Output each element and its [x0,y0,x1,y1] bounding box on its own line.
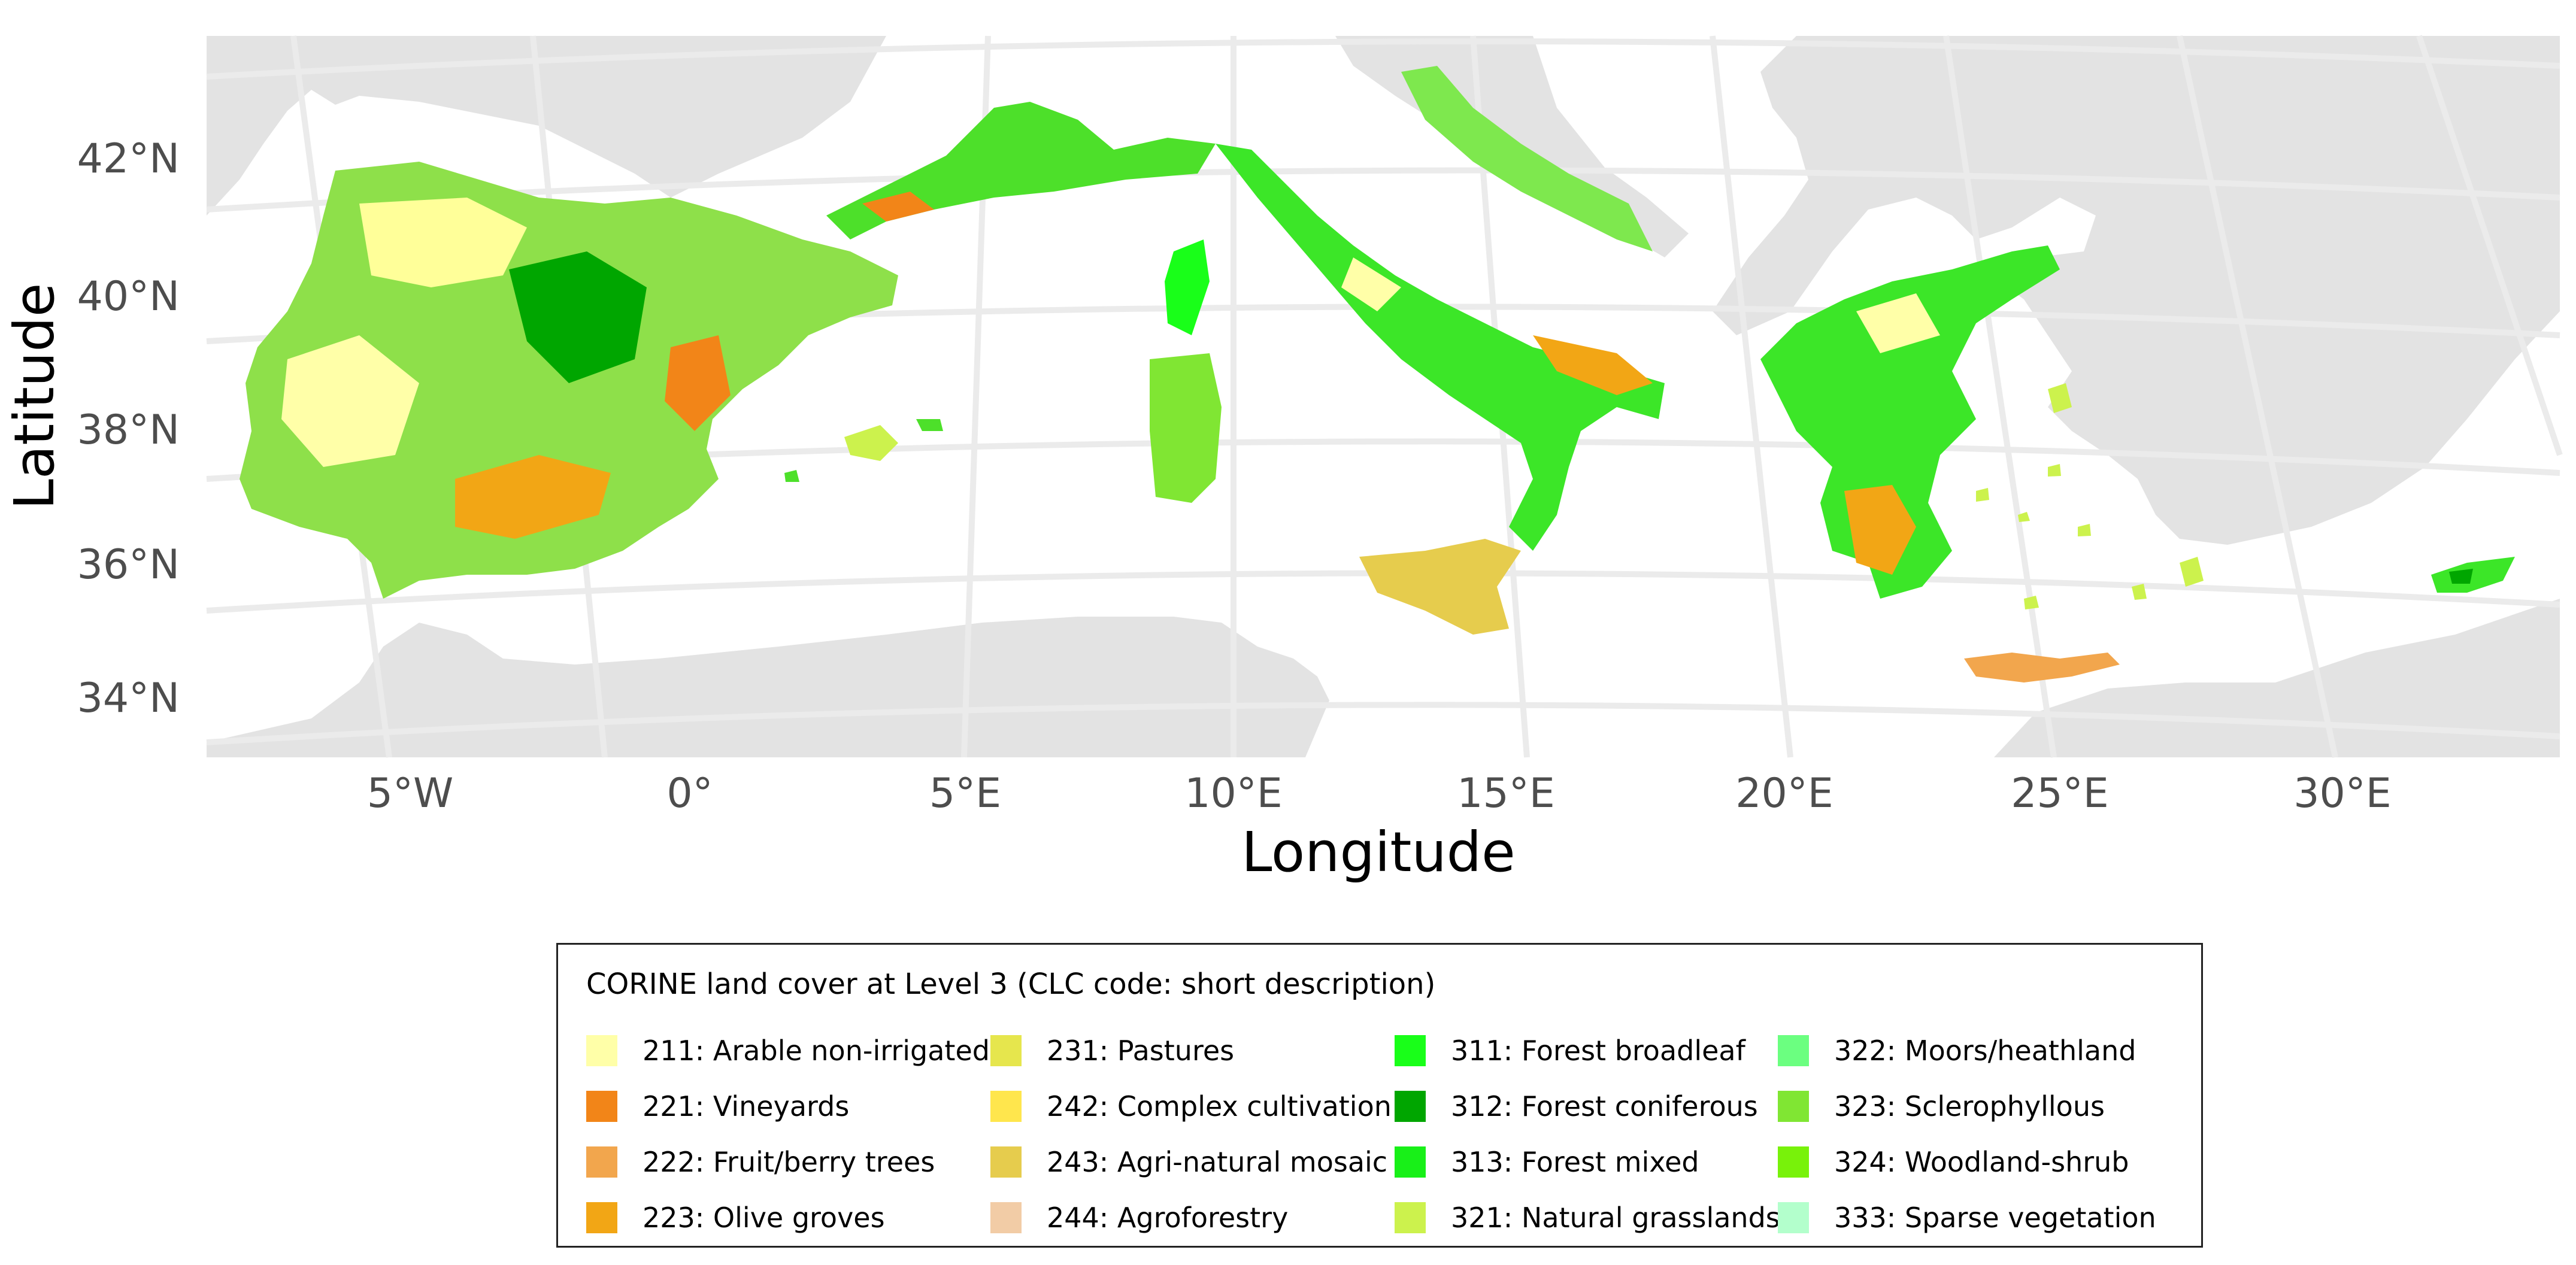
land-sicily [1359,539,1521,635]
legend-label: 322: Moors/heathland [1834,1034,2136,1067]
legend-item: 321: Natural grasslands [1395,1190,1780,1245]
legend-swatch [1778,1146,1809,1178]
lat-tick: 42°N [77,135,180,183]
legend-swatch [1395,1035,1426,1066]
legend-label: 243: Agri-natural mosaic [1047,1145,1388,1178]
legend-label: 311: Forest broadleaf [1451,1034,1745,1067]
lon-tick: 5°W [366,770,454,817]
land-sardinia [1150,353,1222,503]
legend-label: 231: Pastures [1047,1034,1235,1067]
x-axis-title: Longitude [1241,820,1516,884]
legend-item: 324: Woodland-shrub [1778,1134,2161,1190]
legend-item: 243: Agri-natural mosaic [990,1134,1395,1190]
legend-swatch [1778,1202,1809,1233]
lon-tick: 20°E [1735,770,1833,817]
legend-item: 211: Arable non-irrigated [586,1023,990,1078]
legend-title: CORINE land cover at Level 3 (CLC code: … [586,967,1436,1001]
legend-swatch [586,1146,617,1178]
legend-label: 211: Arable non-irrigated [643,1034,990,1067]
land-crete [1964,653,2120,682]
legend-swatch [990,1146,1022,1178]
lat-tick: 36°N [77,541,180,588]
legend-swatch [586,1035,617,1066]
y-axis-title: Latitude [2,283,66,510]
legend-swatch [1395,1090,1426,1122]
legend-item: 313: Forest mixed [1395,1134,1778,1190]
legend-swatch [990,1090,1022,1122]
land-corsica [1165,239,1210,335]
legend-label: 313: Forest mixed [1451,1145,1699,1178]
lon-tick: 30°E [2293,770,2392,817]
legend-label: 244: Agroforestry [1047,1201,1289,1234]
legend-swatch [1778,1035,1809,1066]
lon-tick: 10°E [1184,770,1283,817]
legend-item: 312: Forest coniferous [1395,1078,1778,1134]
legend-item: 222: Fruit/berry trees [586,1134,990,1190]
legend-item: 221: Vineyards [586,1078,990,1134]
land-italy [1216,144,1665,551]
legend-item: 242: Complex cultivation [990,1078,1395,1134]
legend-label: 221: Vineyards [643,1090,850,1123]
lon-tick: 15°E [1457,770,1555,817]
legend-label: 324: Woodland-shrub [1834,1145,2129,1178]
lat-tick: 34°N [77,675,180,722]
lat-tick: 38°N [77,407,180,454]
land-cover-map [206,35,2563,759]
land-balearic [844,425,898,461]
legend-swatch [586,1202,617,1233]
legend-label: 242: Complex cultivation [1047,1090,1392,1123]
lat-tick: 40°N [77,273,180,320]
lon-tick: 25°E [2011,770,2109,817]
legend-swatch [1395,1202,1426,1233]
legend-label: 222: Fruit/berry trees [643,1145,935,1178]
legend-label: 333: Sparse vegetation [1834,1201,2156,1234]
lon-tick: 0° [666,770,713,817]
legend-label: 323: Sclerophyllous [1834,1090,2105,1123]
legend-item: 323: Sclerophyllous [1778,1078,2161,1134]
legend-item: 244: Agroforestry [990,1190,1395,1245]
legend-item: 231: Pastures [990,1023,1395,1078]
legend-swatch [586,1090,617,1122]
legend-swatch [990,1035,1022,1066]
legend: CORINE land cover at Level 3 (CLC code: … [556,943,2203,1248]
legend-swatch [990,1202,1022,1233]
land-aegean-islands [1976,383,2204,609]
lon-tick: 5°E [929,770,1002,817]
legend-item: 311: Forest broadleaf [1395,1023,1778,1078]
legend-swatch [1778,1090,1809,1122]
land-croatia [1401,66,1653,251]
land-greece [1760,245,2060,599]
legend-swatch [1395,1146,1426,1178]
legend-label: 312: Forest coniferous [1451,1090,1758,1123]
legend-item: 322: Moors/heathland [1778,1023,2161,1078]
legend-items: 211: Arable non-irrigated 221: Vineyards 2… [586,1023,2161,1245]
legend-item: 223: Olive groves [586,1190,990,1245]
legend-label: 321: Natural grasslands [1451,1201,1780,1234]
legend-item: 333: Sparse vegetation [1778,1190,2161,1245]
legend-label: 223: Olive groves [643,1201,885,1234]
